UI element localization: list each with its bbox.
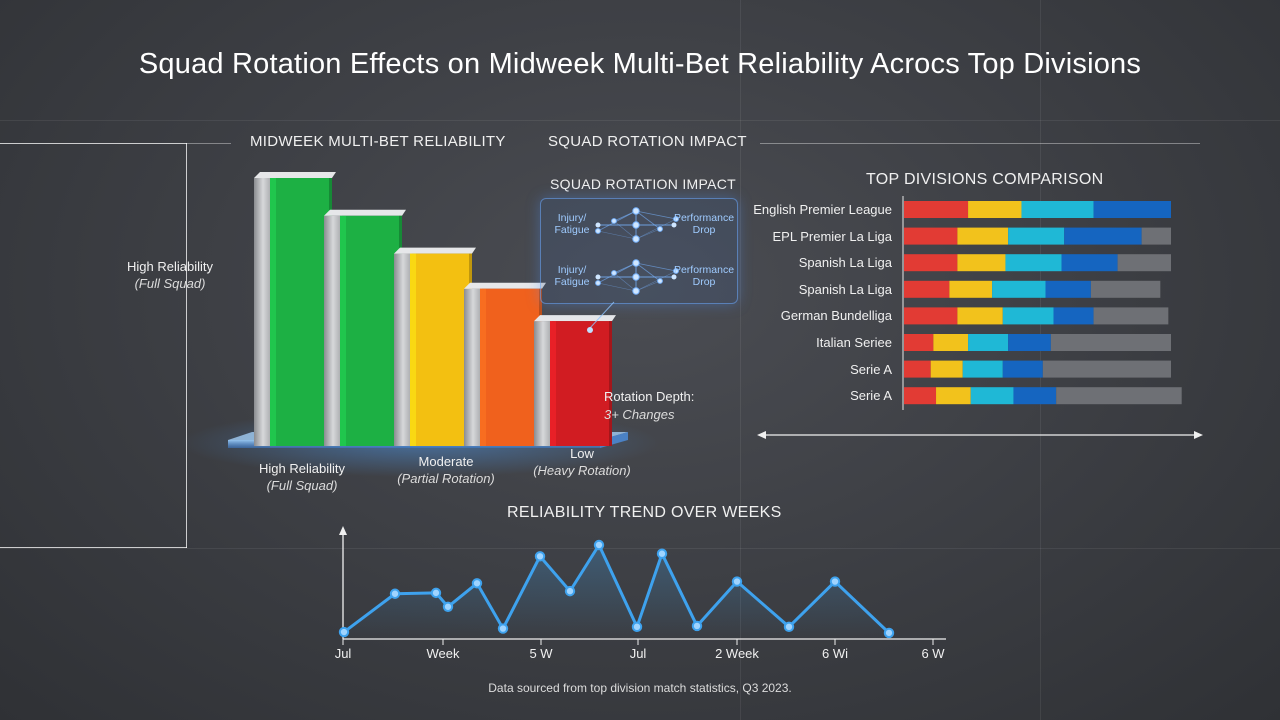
division-label: Spanish La Liga [798, 281, 892, 297]
page-title: Squad Rotation Effects on Midweek Multi-… [138, 48, 1142, 80]
rotation-heading-top: SQUAD ROTATION IMPACT [548, 133, 747, 150]
bars-group [254, 172, 616, 446]
bar-highlight [340, 215, 346, 446]
bar-front [410, 253, 472, 446]
category-label-moderate-line1: Moderate [418, 454, 474, 469]
bar-front [270, 178, 332, 446]
left-axis-label: High Reliability (Full Squad) [100, 258, 240, 292]
bar-front [340, 215, 402, 446]
reliability-bar [394, 247, 476, 446]
category-label-high-line2: (Full Squad) [266, 478, 338, 493]
rotation-panel-heading: SQUAD ROTATION IMPACT [550, 176, 736, 192]
frame-line-bottom [0, 547, 187, 548]
division-label: Serie A [850, 388, 892, 404]
bar-top [394, 247, 476, 254]
division-label: English Premier League [753, 202, 892, 217]
reliability-bar [534, 315, 616, 446]
rotation-depth-line1: Rotation Depth: [604, 389, 695, 404]
bar-side [394, 253, 412, 446]
frame-line-vertical [186, 143, 187, 548]
division-label: EPL Premier La Liga [772, 228, 892, 244]
bar-edge [609, 321, 612, 446]
left-axis-label-line1: High Reliability [127, 259, 213, 274]
frame-line-top [0, 143, 187, 144]
reliability-heading: MIDWEEK MULTI-BET RELIABILITY [250, 133, 506, 150]
division-label: Spanish La Liga [798, 255, 892, 271]
header-rule-right [760, 143, 1200, 144]
category-label-low: Low (Heavy Rotation) [522, 445, 642, 479]
bar-top [464, 282, 546, 289]
bar-front [480, 288, 542, 446]
source-footnote: Data sourced from top division match sta… [488, 681, 792, 695]
bar-highlight [480, 288, 486, 446]
bar-top [534, 315, 616, 322]
left-axis-label-line2: (Full Squad) [134, 276, 206, 291]
category-label-moderate-line2: (Partial Rotation) [397, 471, 495, 486]
bar-top [324, 209, 406, 216]
trend-heading: RELIABILITY TREND OVER WEEKS [507, 504, 782, 521]
header-rule-left [187, 143, 231, 144]
category-label-moderate: Moderate (Partial Rotation) [386, 453, 506, 487]
reliability-bar [464, 282, 546, 446]
category-label-low-line1: Low [570, 446, 594, 461]
bar-highlight [270, 178, 276, 446]
rotation-depth-note: Rotation Depth: 3+ Changes [604, 388, 694, 424]
bar-side [254, 178, 272, 446]
category-label-low-line2: (Heavy Rotation) [533, 463, 631, 478]
division-label: German Bundelliga [780, 308, 892, 324]
division-label: Serie A [850, 361, 892, 377]
division-label: Italian Seriee [816, 335, 892, 350]
divisions-heading: TOP DIVISIONS COMPARISON [866, 171, 1104, 188]
rotation-depth-line2: 3+ Changes [604, 407, 675, 422]
rotation-impact-panel [540, 198, 738, 304]
category-label-high: High Reliability (Full Squad) [242, 460, 362, 494]
bar-side [324, 215, 342, 446]
bar-highlight [550, 321, 556, 446]
category-label-high-line1: High Reliability [259, 461, 345, 476]
bar-top [254, 172, 336, 178]
reliability-bar [254, 172, 336, 446]
bar-side [534, 321, 552, 446]
reliability-bar [324, 209, 406, 446]
bar-highlight [410, 253, 416, 446]
bar-front [550, 321, 612, 446]
bar-side [464, 288, 482, 446]
